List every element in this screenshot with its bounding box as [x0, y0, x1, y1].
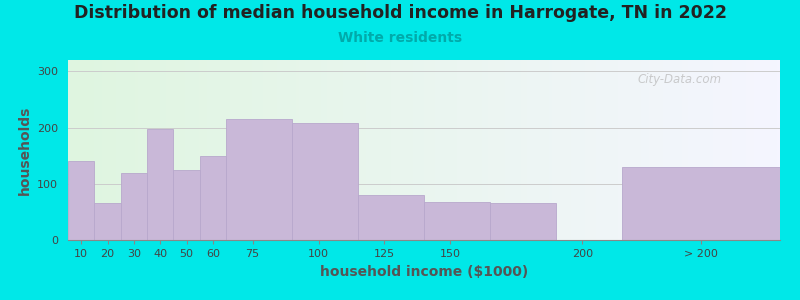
Bar — [490, 203, 556, 240]
Bar — [68, 161, 94, 240]
Bar — [200, 156, 226, 240]
Bar — [622, 167, 780, 240]
Bar — [424, 202, 490, 240]
Text: City-Data.com: City-Data.com — [638, 73, 722, 85]
Y-axis label: households: households — [18, 105, 31, 195]
Bar — [226, 119, 292, 240]
Text: White residents: White residents — [338, 32, 462, 46]
Text: Distribution of median household income in Harrogate, TN in 2022: Distribution of median household income … — [74, 4, 726, 22]
Bar — [147, 129, 174, 240]
Bar — [174, 170, 200, 240]
Bar — [358, 195, 424, 240]
X-axis label: household income ($1000): household income ($1000) — [320, 265, 528, 279]
Bar — [94, 203, 121, 240]
Bar — [121, 172, 147, 240]
Bar — [292, 123, 358, 240]
